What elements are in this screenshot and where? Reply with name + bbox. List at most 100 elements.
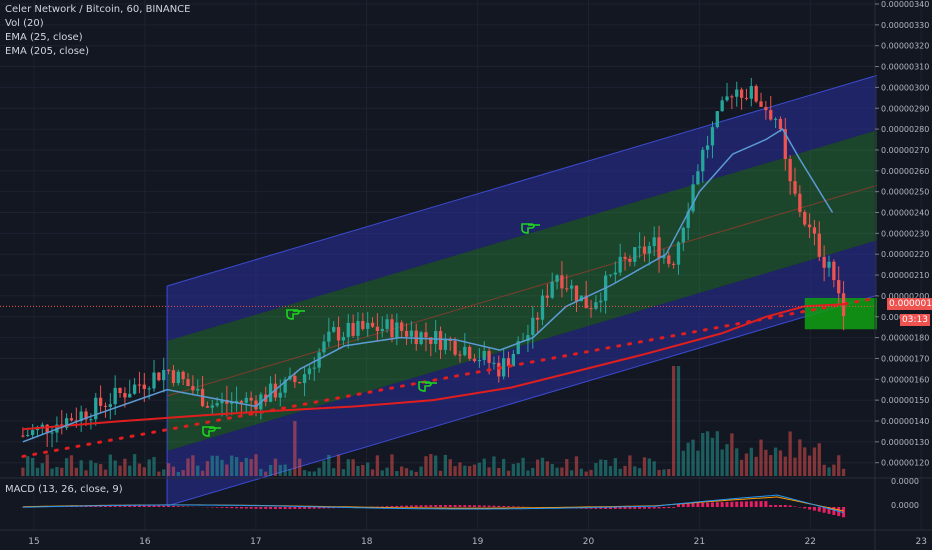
candle-body [50,432,54,434]
macd-histogram-bar [429,505,433,507]
macd-pane [0,477,932,531]
candle-body [667,255,671,264]
candle-body [366,322,370,329]
candle-body [574,285,579,302]
candle-body [254,400,258,410]
macd-histogram-bar [497,505,501,507]
volume-bar [30,457,35,476]
volume-bar [69,455,74,476]
volume-bar [502,458,506,476]
candle-body [400,322,404,331]
macd-histogram-bar [283,507,287,509]
macd-tick-label: 0.0000 [891,501,919,510]
macd-histogram-bar [264,507,268,509]
candle-body [584,295,588,309]
macd-histogram-bar [720,502,724,507]
candle-body [540,295,545,320]
price-tick-label: 0.00000250 [881,188,929,197]
macd-histogram-bar [405,505,409,507]
volume-bar [715,431,719,476]
candle-body [336,327,341,341]
candle-body [715,111,719,128]
volume-bar [45,454,49,476]
candle-body [443,338,448,350]
candle-body [633,247,637,262]
volume-bar [482,458,486,476]
volume-bar [540,457,545,476]
macd-label[interactable]: MACD (13, 26, close, 9) [5,484,123,495]
candle-body [759,101,763,107]
volume-bar [584,471,588,476]
volume-bar [341,469,346,476]
candle-body [526,335,530,341]
volume-bar [157,471,161,476]
volume-bar [686,442,690,476]
macd-histogram-bar [468,505,472,507]
volume-bar [220,459,224,476]
volume-bar [560,467,564,476]
volume-bar [633,466,637,476]
macd-histogram-bar [448,505,452,507]
macd-histogram-bar [832,507,836,516]
volume-bar [589,469,593,476]
volume-bar [730,433,734,476]
candle-body [152,372,156,389]
candle-body [103,405,108,407]
candle-body [84,411,88,420]
volume-bar [652,461,656,476]
macd-histogram-bar [507,506,511,507]
volume-bar [817,443,821,476]
macd-histogram-bar [133,505,137,507]
volume-bar [55,466,59,476]
price-axis[interactable]: 0.00000340 0.00000330 0.00000320 0.00000310… [28,0,929,550]
macd-histogram-bar [691,503,695,507]
candle-body [579,295,583,302]
volume-bar [346,459,350,476]
volume-bar [555,467,559,476]
macd-histogram-bar [652,507,656,509]
macd-histogram-bar [730,501,734,507]
volume-bar [215,455,219,476]
price-tick-label: 0.00000320 [881,42,929,51]
candle-body [511,353,516,367]
macd-histogram-bar [492,505,496,507]
volume-bar [35,467,40,476]
candle-body [380,328,384,332]
macd-histogram-bar [419,505,423,507]
candle-body [30,430,35,435]
volume-bar [744,453,749,476]
volume-bar [574,456,579,476]
volume-bar [603,460,608,476]
macd-histogram-bar [171,506,175,507]
ema-fast-label[interactable]: EMA (25, close) [5,32,83,43]
volume-bar [278,464,282,476]
macd-histogram-bar [400,505,404,507]
volume-bar [249,459,253,476]
volume-bar [366,462,370,476]
symbol-title[interactable]: Celer Network / Bitcoin, 60, BINANCE [5,4,191,15]
macd-histogram-bar [754,501,758,507]
candle-body [196,388,200,391]
volume-bar [807,455,812,476]
volume-bar [113,460,117,476]
volume-bar [468,466,472,476]
volume-bar [710,437,715,476]
ema-slow-label[interactable]: EMA (205, close) [5,46,89,57]
volume-bar [705,431,710,476]
candle-body [671,263,676,265]
candle-body [244,397,248,403]
macd-histogram-bar [424,505,428,507]
volume-bar [443,454,448,476]
volume-bar [832,464,836,476]
candle-body [128,393,132,398]
volume-bar [123,458,127,476]
candle-body [837,280,841,294]
vol-indicator-label[interactable]: Vol (20) [5,18,44,29]
macd-histogram-bar [740,501,744,507]
time-tick-label: 17 [250,537,261,547]
macd-histogram-bar [220,507,224,508]
volume-bar [302,470,307,476]
price-tick-label: 0.00000220 [881,250,929,259]
macd-histogram-bar [278,507,282,509]
